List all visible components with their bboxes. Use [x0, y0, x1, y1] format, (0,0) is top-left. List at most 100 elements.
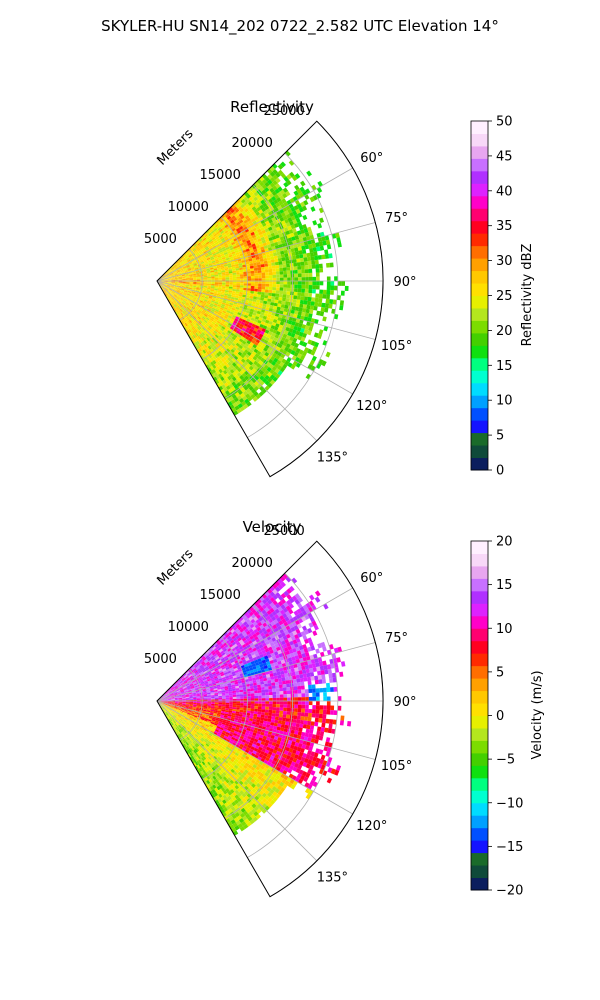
data-cell [167, 702, 172, 705]
data-cell [288, 316, 294, 322]
data-cell [190, 733, 194, 737]
data-cell [215, 656, 220, 661]
data-cell [267, 377, 273, 383]
data-cell [244, 370, 250, 376]
data-cell [215, 680, 220, 684]
data-cell [216, 733, 221, 738]
data-cell [219, 251, 224, 255]
data-cell [226, 310, 231, 314]
data-cell [181, 721, 186, 725]
data-cell [222, 648, 228, 653]
data-cell [205, 724, 210, 728]
data-cell [167, 275, 171, 278]
data-cell [184, 747, 188, 752]
data-cell [233, 667, 239, 672]
data-cell [268, 363, 275, 370]
data-cell [267, 262, 272, 267]
data-cell [295, 217, 301, 223]
data-cell [253, 230, 259, 235]
data-cell [174, 286, 178, 289]
data-cell [214, 354, 219, 359]
data-cell [214, 679, 219, 683]
data-cell [235, 687, 240, 691]
data-cell [185, 264, 190, 267]
data-cell [306, 321, 311, 327]
data-cell [160, 280, 165, 281]
data-cell [176, 289, 181, 292]
data-cell [206, 741, 211, 746]
data-cell [187, 711, 192, 714]
data-cell [312, 289, 316, 294]
data-cell [211, 718, 216, 722]
data-cell [210, 224, 215, 229]
data-cell [197, 750, 202, 755]
data-cell [250, 393, 256, 400]
data-cell [256, 322, 261, 327]
data-cell [282, 192, 288, 199]
data-cell [200, 262, 205, 266]
data-cell [217, 272, 222, 275]
data-cell [211, 651, 217, 656]
data-cell [210, 662, 215, 666]
data-cell [286, 270, 291, 275]
data-cell [243, 278, 248, 281]
data-cell [198, 745, 202, 750]
data-cell [231, 221, 236, 226]
data-cell [210, 693, 215, 696]
data-cell [224, 740, 230, 745]
data-cell [180, 289, 185, 292]
data-cell [258, 231, 263, 236]
data-cell [180, 290, 184, 293]
data-cell [322, 240, 327, 246]
data-cell [164, 281, 168, 283]
data-cell [213, 269, 218, 272]
data-cell [179, 718, 183, 722]
data-cell [232, 688, 236, 692]
data-cell [211, 762, 216, 767]
data-cell [173, 272, 178, 275]
data-cell [222, 374, 228, 380]
data-cell [292, 329, 297, 335]
data-cell [222, 737, 227, 741]
data-cell [173, 692, 178, 695]
data-cell [262, 254, 267, 259]
data-cell [203, 726, 208, 730]
data-cell [214, 271, 218, 274]
data-cell [163, 696, 168, 699]
data-cell [184, 729, 188, 733]
data-cell [209, 731, 214, 736]
data-cell [211, 368, 217, 374]
data-cell [243, 403, 249, 410]
data-cell [187, 315, 191, 320]
data-cell [184, 322, 188, 327]
data-cell [166, 291, 170, 295]
data-cell [216, 253, 221, 257]
data-cell [179, 292, 183, 295]
data-cell [191, 680, 196, 683]
data-cell [176, 721, 180, 726]
data-cell [177, 715, 181, 719]
data-cell [238, 219, 244, 224]
data-cell [266, 208, 272, 213]
data-cell [162, 709, 166, 714]
data-cell [214, 754, 219, 759]
data-cell [241, 679, 246, 683]
data-cell [195, 671, 199, 675]
data-cell [201, 295, 206, 298]
data-cell [239, 253, 244, 257]
data-cell [173, 288, 177, 291]
data-cell [216, 295, 221, 298]
data-cell [284, 338, 290, 344]
data-cell [168, 294, 172, 298]
data-cell [187, 712, 191, 715]
data-cell [252, 245, 257, 250]
data-cell [232, 706, 237, 710]
data-cell [193, 329, 197, 334]
data-cell [165, 712, 169, 716]
data-cell [170, 693, 174, 696]
data-cell [198, 735, 202, 739]
data-cell [177, 264, 182, 268]
data-cell [188, 693, 193, 696]
data-cell [231, 661, 236, 666]
data-cell [198, 678, 203, 681]
